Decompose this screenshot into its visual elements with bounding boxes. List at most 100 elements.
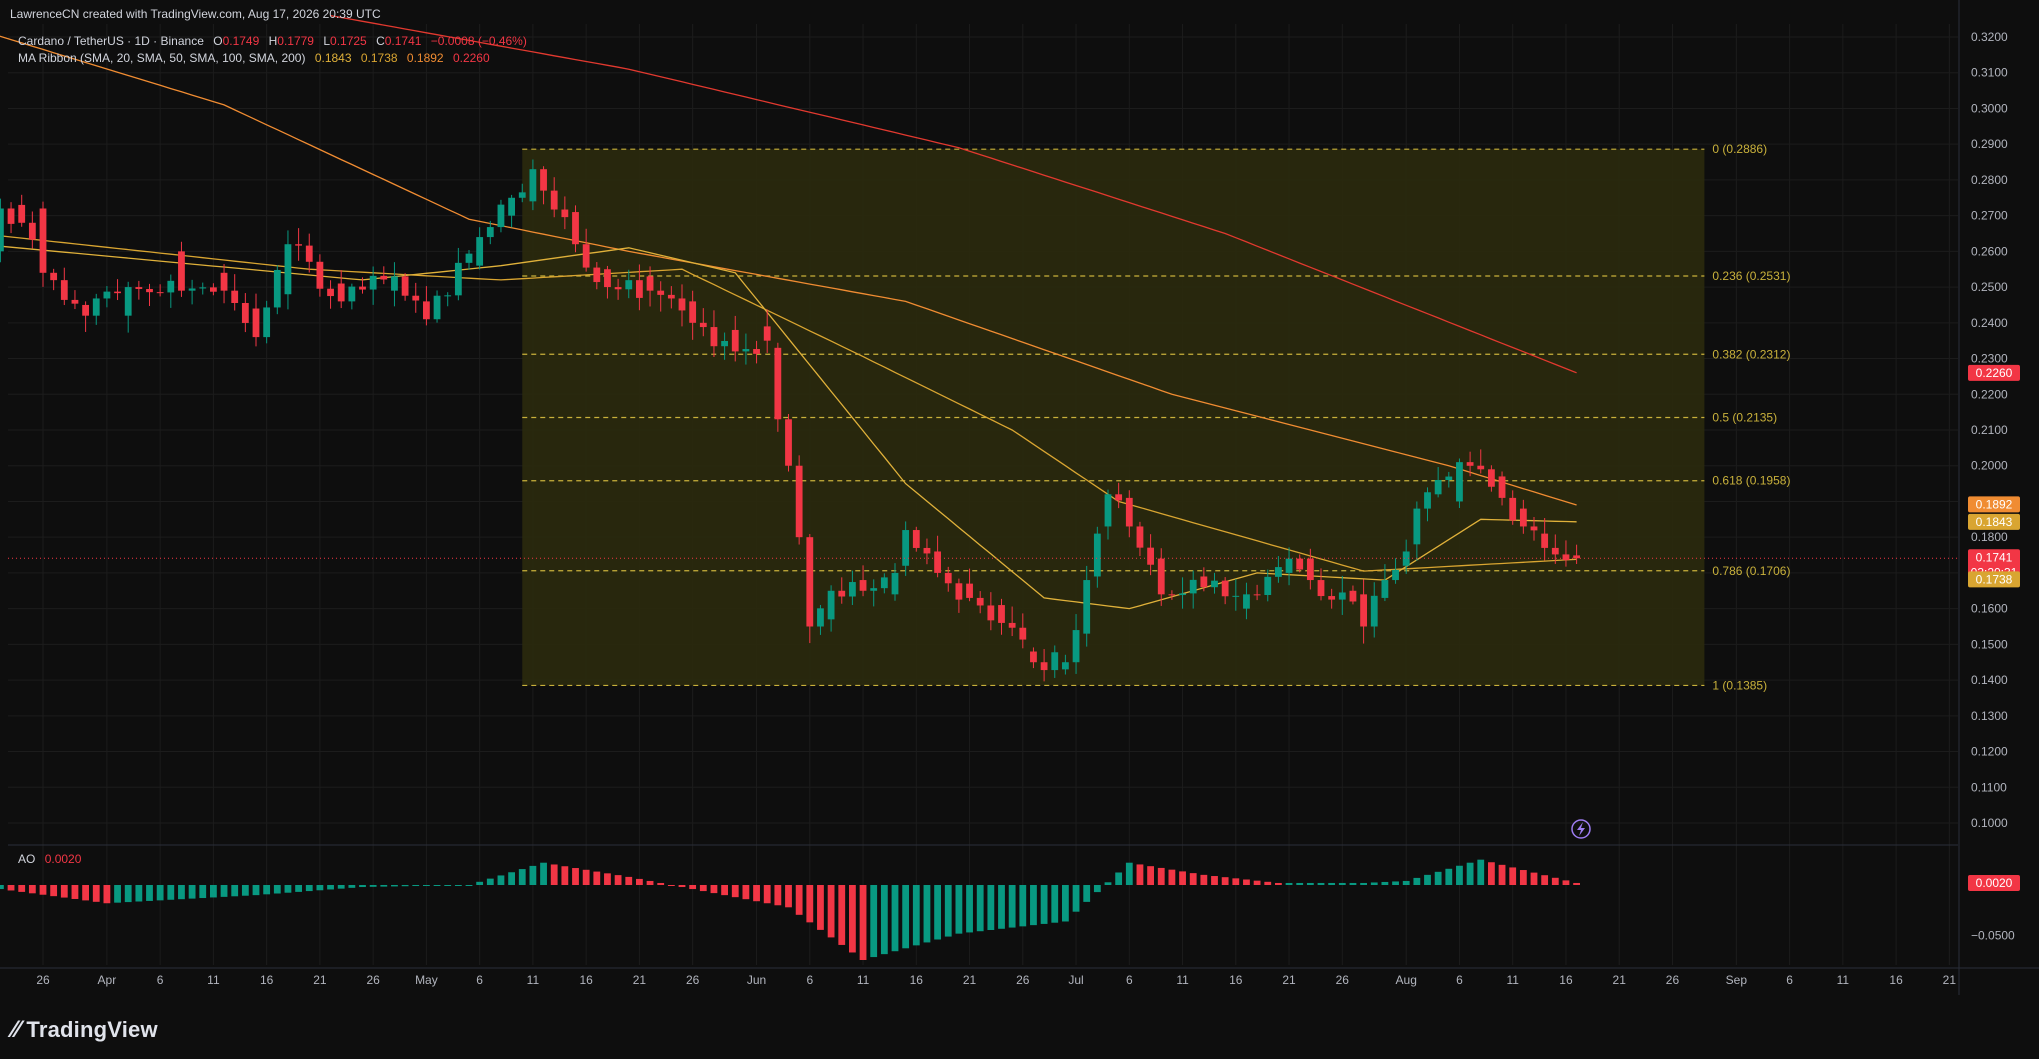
candle-body-77 [817, 608, 824, 627]
candle-body-41 [433, 295, 441, 320]
candle-body-13 [135, 287, 143, 289]
ao-bar-2026-07-20 [1275, 882, 1282, 885]
x-tick-label-14: 6 [806, 973, 813, 987]
lightning-icon[interactable] [1571, 819, 1591, 839]
ao-bar-2026-07-29 [1370, 882, 1378, 885]
candle-body-38 [401, 276, 409, 296]
candle-body-60 [636, 280, 643, 298]
ao-bar-2026-06-29 [1051, 885, 1059, 923]
ao-bar-2026-06-16 [912, 885, 920, 946]
x-tick-label-12: 26 [686, 973, 700, 987]
candle-body-16 [167, 280, 175, 293]
ao-bar-2026-06-03 [774, 885, 782, 906]
ohlc-open: 0.1749 [223, 34, 260, 48]
candle-body-50 [529, 169, 537, 202]
candle-body-72 [763, 326, 771, 341]
x-tick-label-29: 21 [1613, 973, 1627, 987]
candle-body-101 [1072, 630, 1080, 663]
fib-level-label-3: 0.5 (0.2135) [1712, 410, 1777, 424]
y-tick-label-21: 0.1100 [1971, 780, 2007, 794]
candle-body-8 [82, 304, 89, 316]
ao-bar-2026-04-24 [348, 885, 356, 888]
watermark-text: LawrenceCN created with TradingView.com,… [10, 7, 381, 21]
candle-body-0 [0, 208, 4, 252]
x-tick-label-30: 26 [1666, 973, 1680, 987]
brand-text: TradingView [26, 1017, 158, 1042]
candle-body-141 [1498, 476, 1506, 498]
x-tick-label-22: 16 [1229, 973, 1243, 987]
ao-bar-2026-05-08 [497, 875, 505, 885]
candlestick-series [0, 159, 1580, 682]
candle-body-10 [103, 291, 111, 299]
ao-bar-2026-06-08 [827, 885, 835, 938]
candle-body-90 [955, 583, 963, 600]
candle-body-51 [540, 169, 547, 191]
y-tick-label-4: 0.2800 [1971, 173, 2008, 187]
ao-legend[interactable]: AO 0.0020 [18, 852, 82, 866]
candle-body-42 [444, 295, 452, 297]
candle-body-117 [1243, 594, 1250, 609]
ao-bar-2026-05-26 [689, 885, 697, 890]
ao-bar-2026-08-10 [1498, 864, 1506, 885]
candle-body-139 [1477, 465, 1485, 470]
candle-body-75 [795, 465, 803, 538]
ao-bar-2026-07-17 [1243, 879, 1250, 885]
candle-body-65 [689, 301, 697, 323]
ma-ribbon-sma200: 0.2260 [453, 51, 490, 65]
candle-body-12 [124, 287, 132, 316]
ao-bar-2026-08-04 [1434, 871, 1442, 885]
ao-bar-2026-07-28 [1360, 882, 1367, 885]
ao-bar-2026-03-29 [71, 885, 79, 899]
candle-body-137 [1456, 462, 1463, 502]
ao-bar-2026-05-31 [742, 885, 750, 900]
price-badge-bg-0 [1968, 364, 2020, 381]
ao-bar-2026-08-15 [1551, 877, 1559, 885]
candle-body-108 [1147, 547, 1154, 565]
candle-body-17 [178, 251, 185, 291]
ma-ribbon-legend[interactable]: MA Ribbon (SMA, 20, SMA, 50, SMA, 100, S… [18, 51, 490, 65]
x-tick-label-20: 6 [1126, 973, 1133, 987]
candle-body-121 [1285, 558, 1293, 573]
ao-bar-2026-05-15 [572, 868, 579, 885]
y-tick-label-6: 0.2600 [1971, 244, 2008, 258]
ao-bar-2026-06-04 [785, 885, 792, 908]
ma-line-sma200 [330, 14, 1577, 374]
ao-bar-2026-08-05 [1445, 868, 1453, 885]
ao-bar-2026-04-15 [252, 885, 260, 896]
price-badge-bg-1 [1968, 496, 2020, 513]
candle-body-105 [1115, 494, 1123, 501]
candle-body-35 [369, 275, 377, 290]
candle-body-66 [699, 322, 707, 328]
candle-body-123 [1306, 558, 1314, 581]
y-tick-label-5: 0.2700 [1971, 209, 2008, 223]
ao-badge-text: 0.0020 [1976, 876, 2013, 890]
ao-bar-2026-05-23 [657, 882, 665, 885]
ao-bar-2026-07-19 [1264, 881, 1272, 885]
ao-bar-2026-05-06 [476, 881, 484, 885]
ao-bar-2026-08-16 [1562, 880, 1570, 885]
tradingview-brand[interactable]: ⁄⁄ TradingView [12, 1016, 158, 1044]
candle-body-9 [92, 298, 100, 316]
candle-body-132 [1402, 551, 1410, 566]
ao-bar-2026-07-26 [1338, 882, 1346, 885]
candle-body-25 [263, 307, 271, 338]
y-tick-label-18: 0.1400 [1971, 673, 2008, 687]
ohlc-low: 0.1725 [330, 34, 367, 48]
x-tick-label-18: 26 [1016, 973, 1030, 987]
ao-bar-2026-06-30 [1062, 885, 1069, 922]
candle-body-52 [550, 190, 558, 210]
candle-body-119 [1264, 576, 1272, 596]
price-badges: 0.22600.18920.18430.174103:20:310.17380.… [8, 364, 2020, 891]
ao-bar-2026-03-25 [28, 885, 36, 894]
x-tick-label-15: 11 [857, 973, 870, 987]
candle-body-110 [1168, 594, 1176, 596]
ao-bar-2026-05-29 [721, 885, 728, 896]
ao-badge-bg [1968, 874, 2020, 891]
ao-bar-2026-07-05 [1115, 872, 1123, 885]
candle-body-22 [231, 290, 239, 303]
ao-bar-2026-05-24 [667, 885, 675, 886]
candle-body-104 [1104, 494, 1112, 527]
ma-ribbon-label: MA Ribbon (SMA, 20, SMA, 50, SMA, 100, S… [18, 51, 305, 65]
x-tick-label-5: 21 [313, 973, 327, 987]
